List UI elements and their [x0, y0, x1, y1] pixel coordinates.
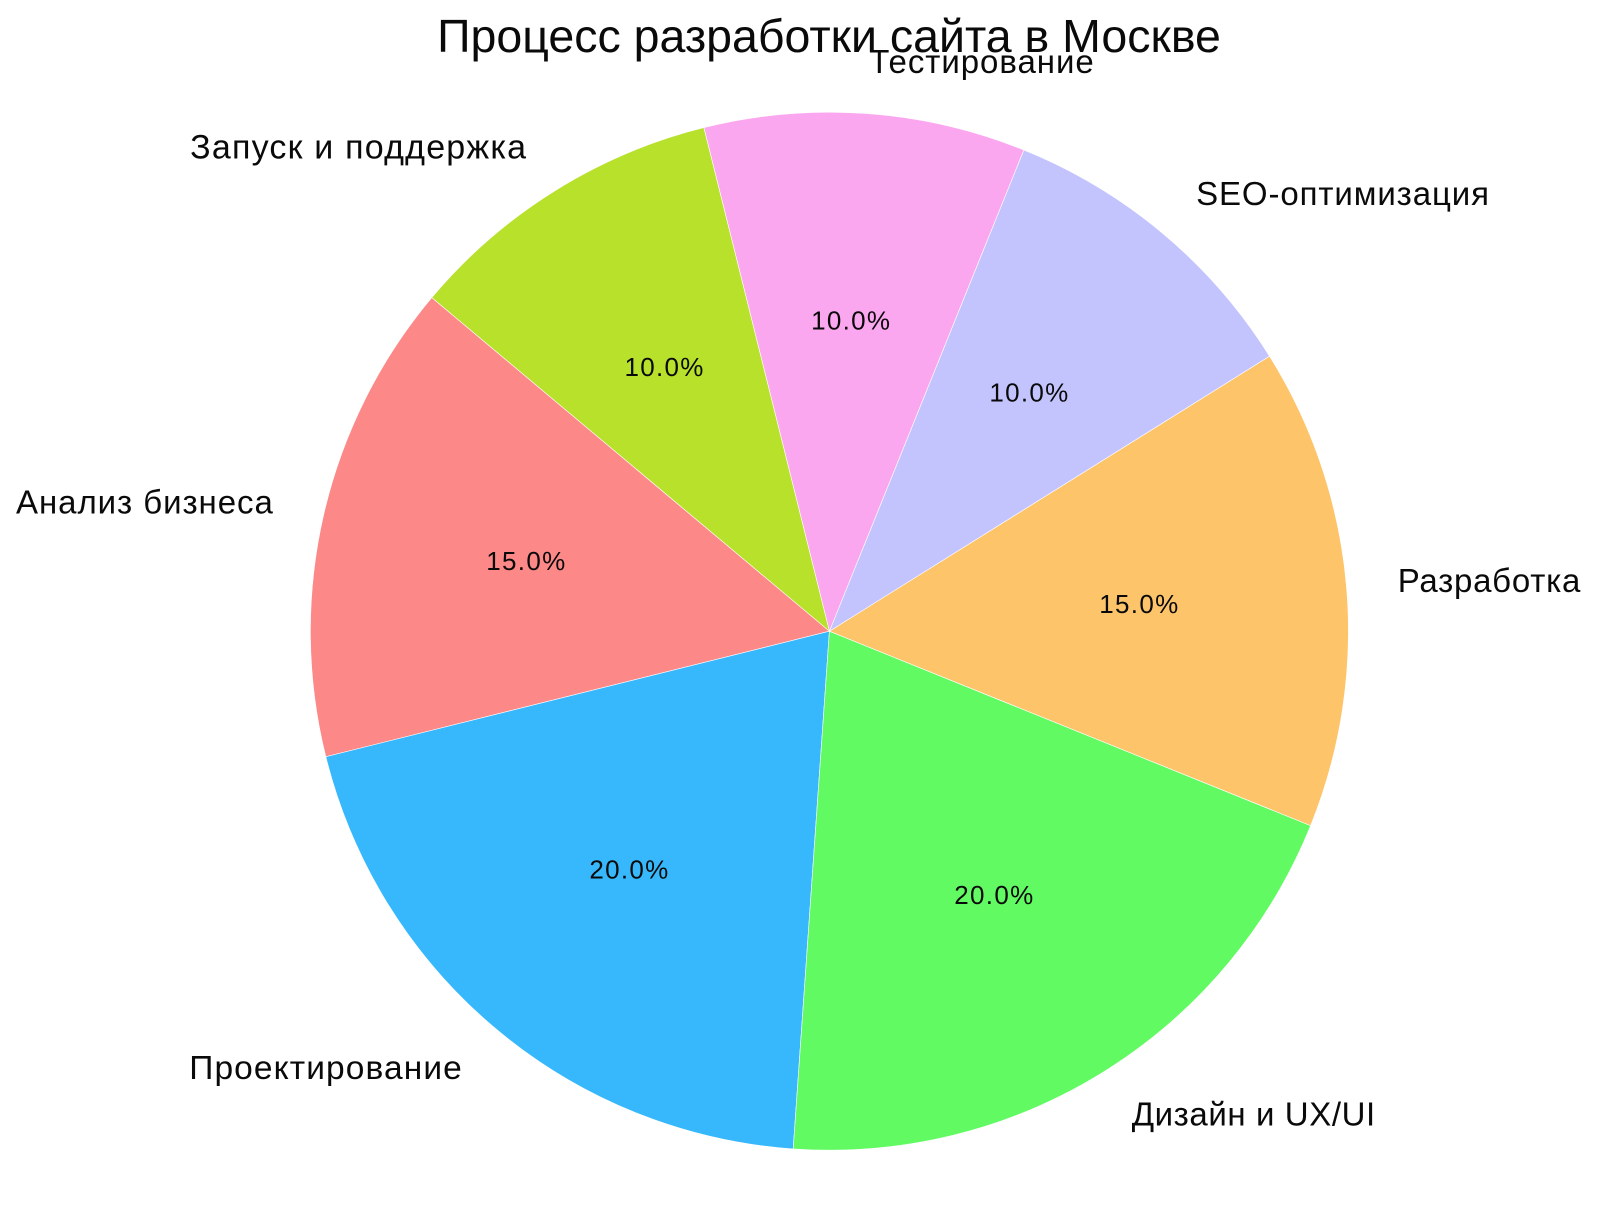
svg-text:Процесс разработки сайта в Мос: Процесс разработки сайта в Москве — [437, 10, 1221, 62]
svg-text:15.0%: 15.0% — [486, 546, 566, 576]
svg-text:Анализ бизнеса: Анализ бизнеса — [16, 484, 274, 521]
svg-text:Разработка: Разработка — [1398, 562, 1581, 599]
svg-text:Запуск и поддержка: Запуск и поддержка — [190, 129, 527, 167]
svg-text:10.0%: 10.0% — [811, 306, 891, 336]
svg-text:20.0%: 20.0% — [589, 854, 669, 884]
svg-text:15.0%: 15.0% — [1099, 589, 1179, 619]
svg-text:Дизайн и UX/UI: Дизайн и UX/UI — [1132, 1096, 1376, 1133]
svg-text:Тестирование: Тестирование — [869, 43, 1094, 80]
svg-text:Проектирование: Проектирование — [189, 1050, 463, 1087]
svg-text:20.0%: 20.0% — [954, 880, 1034, 910]
svg-text:10.0%: 10.0% — [624, 352, 704, 382]
svg-text:SEO-оптимизация: SEO-оптимизация — [1196, 175, 1490, 212]
svg-text:10.0%: 10.0% — [989, 378, 1069, 408]
